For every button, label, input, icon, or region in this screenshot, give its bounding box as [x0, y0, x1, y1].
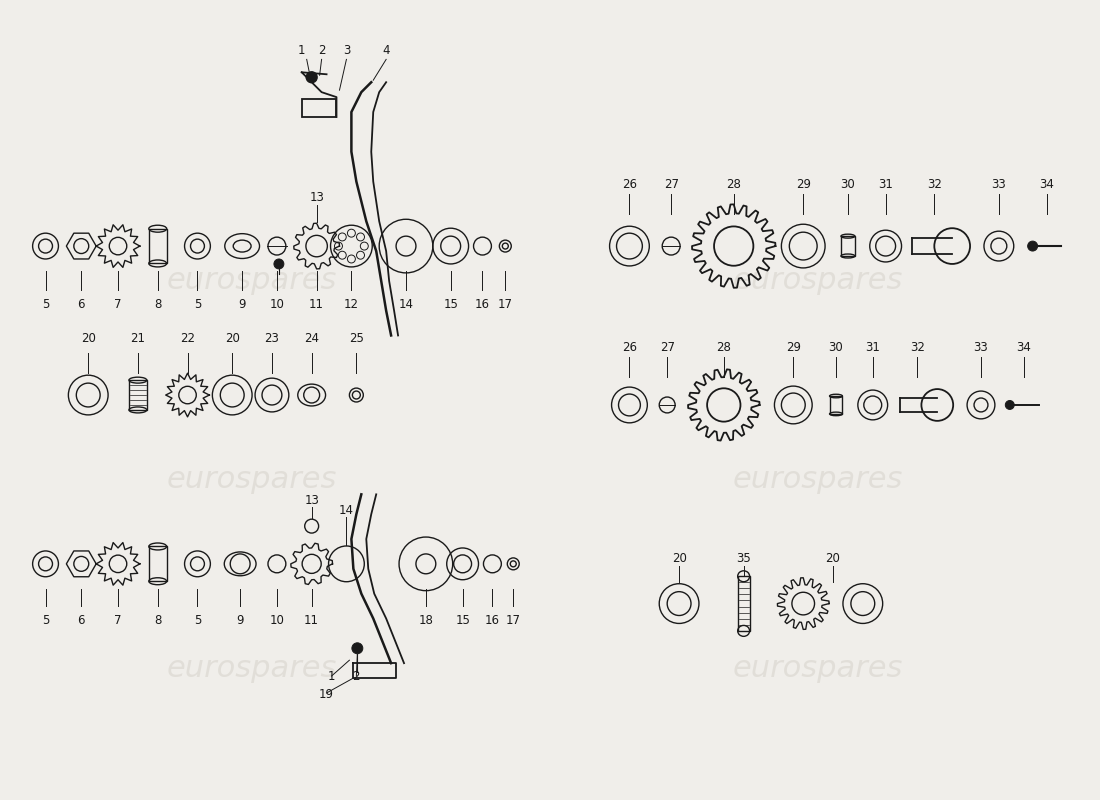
Bar	[842, 236, 855, 256]
Text: 29: 29	[795, 178, 811, 191]
Text: 17: 17	[506, 614, 520, 626]
Text: 16: 16	[475, 298, 490, 310]
Text: eurospares: eurospares	[733, 465, 903, 494]
Text: 29: 29	[785, 342, 801, 354]
Text: 10: 10	[270, 614, 284, 626]
Text: 11: 11	[305, 614, 319, 626]
Bar	[829, 396, 843, 414]
Text: 1: 1	[328, 670, 336, 683]
Text: 28: 28	[726, 178, 741, 191]
Text: 19: 19	[319, 688, 334, 701]
Circle shape	[1005, 401, 1014, 410]
Text: 34: 34	[1016, 342, 1031, 354]
Text: 20: 20	[80, 332, 96, 346]
Bar	[148, 229, 167, 263]
Bar	[148, 546, 167, 582]
Text: 33: 33	[991, 178, 1006, 191]
Text: 11: 11	[309, 298, 324, 310]
Text: 6: 6	[77, 298, 85, 310]
Text: 27: 27	[660, 342, 674, 354]
Text: 4: 4	[383, 44, 389, 58]
Text: 5: 5	[194, 614, 201, 626]
Text: 33: 33	[974, 342, 989, 354]
Text: 8: 8	[154, 298, 162, 310]
Text: 31: 31	[878, 178, 893, 191]
Text: 12: 12	[344, 298, 359, 310]
Text: 26: 26	[621, 178, 637, 191]
Text: 32: 32	[927, 178, 942, 191]
Text: 23: 23	[264, 332, 279, 346]
Text: 26: 26	[621, 342, 637, 354]
Circle shape	[352, 643, 363, 654]
Text: 3: 3	[343, 44, 350, 58]
Text: eurospares: eurospares	[733, 266, 903, 295]
Text: 25: 25	[349, 332, 364, 346]
Text: 2: 2	[318, 44, 326, 58]
Text: 2: 2	[353, 670, 360, 683]
Text: eurospares: eurospares	[167, 266, 338, 295]
Text: 16: 16	[485, 614, 499, 626]
Text: eurospares: eurospares	[167, 654, 338, 682]
Text: 5: 5	[42, 614, 50, 626]
Bar	[738, 576, 749, 631]
Text: 1: 1	[298, 44, 306, 58]
Text: 14: 14	[398, 298, 414, 310]
Text: 6: 6	[77, 614, 85, 626]
Text: 30: 30	[840, 178, 856, 191]
Text: 21: 21	[131, 332, 145, 346]
Text: 17: 17	[498, 298, 513, 310]
Bar	[301, 99, 337, 117]
Text: 15: 15	[455, 614, 470, 626]
Circle shape	[306, 72, 317, 82]
Text: 20: 20	[672, 552, 686, 565]
Text: 35: 35	[736, 552, 751, 565]
Text: 8: 8	[154, 614, 162, 626]
Bar	[129, 380, 146, 410]
Text: 5: 5	[194, 298, 201, 310]
Text: 10: 10	[270, 298, 284, 310]
Text: 32: 32	[910, 342, 925, 354]
Text: 14: 14	[339, 504, 354, 518]
Text: 27: 27	[663, 178, 679, 191]
Text: 24: 24	[305, 332, 319, 346]
Text: 5: 5	[42, 298, 50, 310]
Text: 15: 15	[443, 298, 458, 310]
Text: 20: 20	[826, 552, 840, 565]
Text: 31: 31	[866, 342, 880, 354]
Text: 7: 7	[114, 614, 122, 626]
Text: 9: 9	[239, 298, 246, 310]
Text: 18: 18	[418, 614, 433, 626]
Circle shape	[1027, 241, 1037, 251]
Text: 7: 7	[114, 298, 122, 310]
Text: 30: 30	[828, 342, 844, 354]
Text: 13: 13	[305, 494, 319, 507]
Text: 34: 34	[1040, 178, 1054, 191]
Text: eurospares: eurospares	[167, 465, 338, 494]
Text: 28: 28	[716, 342, 732, 354]
Text: 9: 9	[236, 614, 244, 626]
Text: 13: 13	[309, 191, 324, 204]
Circle shape	[274, 259, 284, 269]
Text: 20: 20	[224, 332, 240, 346]
Text: eurospares: eurospares	[733, 654, 903, 682]
Text: 22: 22	[180, 332, 195, 346]
